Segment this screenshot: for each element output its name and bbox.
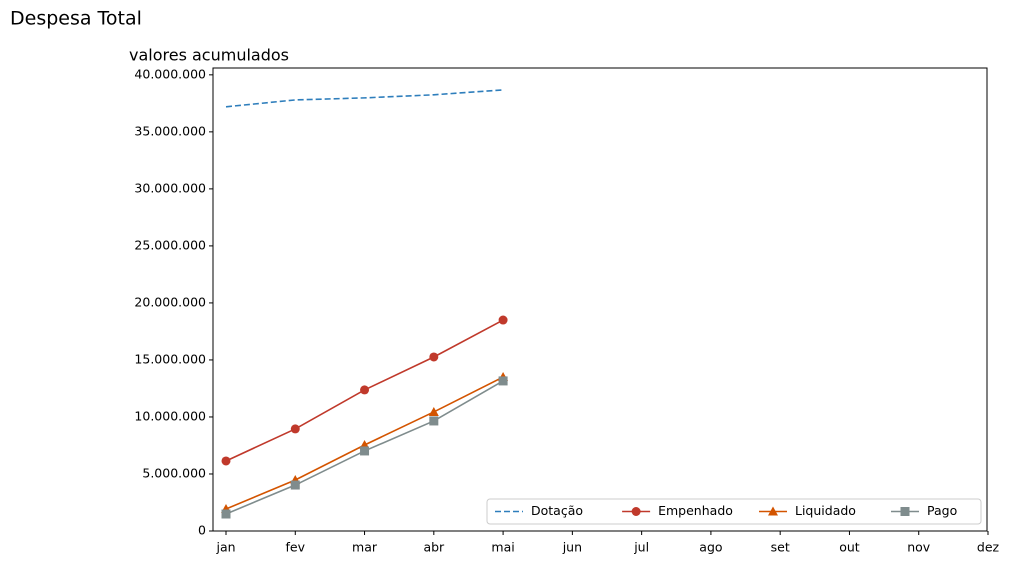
x-tick-label: mai	[491, 540, 514, 555]
point	[429, 352, 439, 362]
x-tick-label: jul	[633, 540, 649, 555]
point	[631, 507, 641, 516]
point	[429, 416, 439, 426]
legend: Dotação Empenhado Liquidado Pago	[486, 498, 982, 525]
legend-label: Pago	[927, 503, 957, 518]
y-tick-label: 15.000.000	[134, 351, 206, 366]
y-tick-label: 5.000.000	[142, 465, 206, 480]
y-tick-label: 25.000.000	[134, 237, 206, 252]
chart-title: Despesa Total	[10, 8, 142, 30]
x-tick-label: jan	[215, 540, 235, 555]
y-tick-label: 40.000.000	[134, 66, 206, 81]
chart-subtitle: valores acumulados	[129, 46, 289, 65]
point	[360, 446, 370, 456]
point	[221, 509, 231, 519]
y-tick-label: 35.000.000	[134, 123, 206, 138]
point	[221, 456, 231, 466]
series-line	[225, 89, 504, 108]
legend-label: Dotação	[531, 503, 583, 518]
point	[768, 506, 778, 516]
plot-frame	[212, 67, 988, 532]
point	[498, 315, 508, 325]
x-tick-label: set	[771, 540, 790, 555]
x-tick-label: out	[839, 540, 860, 555]
x-tick-label: dez	[977, 540, 1000, 555]
point	[290, 480, 300, 490]
legend-box	[486, 498, 982, 525]
x-tick-label: fev	[286, 540, 306, 555]
y-tick-label: 30.000.000	[134, 180, 206, 195]
x-tick-label: ago	[699, 540, 722, 555]
point	[900, 507, 910, 516]
point	[290, 424, 300, 434]
y-tick-label: 10.000.000	[134, 408, 206, 423]
x-tick-label: abr	[423, 540, 445, 555]
x-tick-label: jun	[562, 540, 582, 555]
x-tick-label: nov	[907, 540, 931, 555]
y-tick-label: 0	[198, 523, 206, 538]
legend-label: Liquidado	[795, 503, 856, 518]
y-tick-label: 20.000.000	[134, 294, 206, 309]
x-tick-label: mar	[352, 540, 378, 555]
point	[360, 385, 370, 395]
point	[498, 376, 508, 386]
legend-label: Empenhado	[658, 503, 733, 518]
point	[428, 406, 439, 416]
